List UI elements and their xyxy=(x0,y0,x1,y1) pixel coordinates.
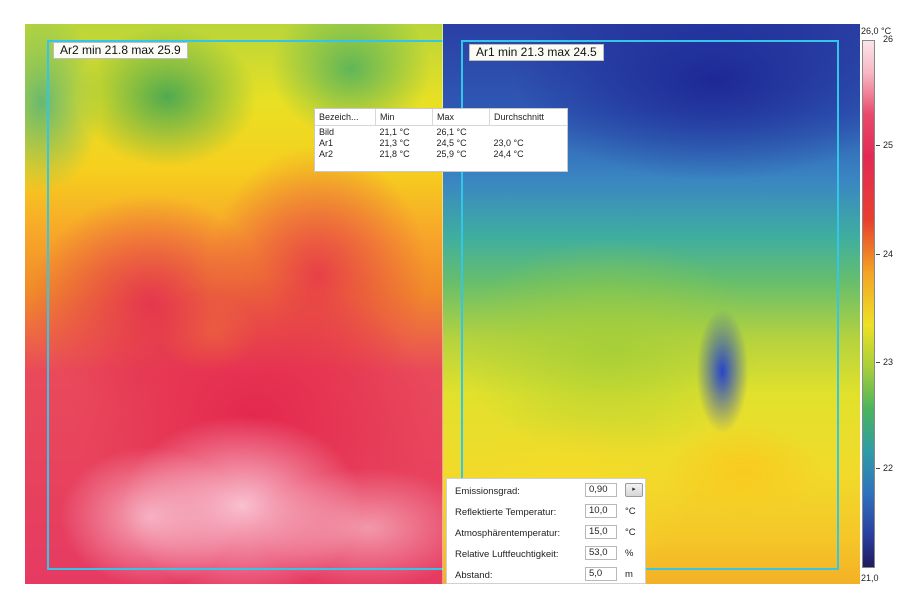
table-row[interactable]: Ar2 21,8 °C 25,9 °C 24,4 °C xyxy=(315,148,567,159)
scale-min-label: 21,0 xyxy=(861,573,879,583)
atmospheric-temperature-input[interactable]: 15,0 xyxy=(585,525,617,539)
table-row[interactable]: Bild 21,1 °C 26,1 °C xyxy=(315,126,567,138)
cell-min: 21,8 °C xyxy=(379,148,410,159)
scale-tick-label: 24 xyxy=(883,249,894,259)
reflected-temperature-input[interactable]: 10,0 xyxy=(585,504,617,518)
column-header-max[interactable]: Max xyxy=(432,109,490,126)
image-divider xyxy=(442,24,443,584)
ar1-label: Ar1 min 21.3 max 24.5 xyxy=(469,44,604,61)
play-arrow-icon[interactable]: ▸ xyxy=(625,483,643,497)
emissivity-input[interactable]: 0,90 xyxy=(585,483,617,497)
param-row-atmospheric-temp: Atmosphärentemperatur: 15,0 °C xyxy=(447,524,647,542)
table-row[interactable]: Ar1 21,3 °C 24,5 °C 23,0 °C xyxy=(315,137,567,148)
param-label: Emissionsgrad: xyxy=(455,486,520,497)
scale-tick-mark xyxy=(876,254,880,255)
statistics-table: Bezeich... Min Max Durchschnitt Bild 21,… xyxy=(314,108,568,172)
cell-max: 24,5 °C xyxy=(436,137,467,148)
scale-tick-label: 25 xyxy=(883,140,894,150)
param-unit: °C xyxy=(625,527,636,538)
param-label: Atmosphärentemperatur: xyxy=(455,528,561,539)
param-unit: °C xyxy=(625,506,636,517)
scale-tick-mark xyxy=(876,468,880,469)
param-row-distance: Abstand: 5,0 m xyxy=(447,566,647,584)
measurement-area-ar2[interactable] xyxy=(47,40,443,570)
param-row-reflected-temp: Reflektierte Temperatur: 10,0 °C xyxy=(447,503,647,521)
scale-tick-top: 26 xyxy=(883,34,894,44)
cell-average xyxy=(490,126,568,138)
param-unit: m xyxy=(625,569,633,580)
temperature-scale-bar[interactable] xyxy=(862,40,875,568)
table-header-row: Bezeich... Min Max Durchschnitt xyxy=(315,109,567,126)
param-label: Relative Luftfeuchtigkeit: xyxy=(455,549,559,560)
distance-input[interactable]: 5,0 xyxy=(585,567,617,581)
column-header-min[interactable]: Min xyxy=(375,109,433,126)
object-parameters-panel: Emissionsgrad: 0,90 ▸ Reflektierte Tempe… xyxy=(446,478,646,584)
cell-min: 21,3 °C xyxy=(379,137,410,148)
scale-tick-label: 23 xyxy=(883,357,894,367)
cell-average: 24,4 °C xyxy=(493,148,524,159)
cell-min: 21,1 °C xyxy=(379,126,410,137)
humidity-input[interactable]: 53,0 xyxy=(585,546,617,560)
scale-tick-mark xyxy=(876,362,880,363)
cell-name: Ar2 xyxy=(319,148,334,159)
param-label: Abstand: xyxy=(455,570,493,581)
param-row-emissivity: Emissionsgrad: 0,90 ▸ xyxy=(447,482,647,500)
ar2-label: Ar2 min 21.8 max 25.9 xyxy=(53,42,188,59)
cell-name: Bild xyxy=(319,126,335,137)
scale-tick-mark xyxy=(876,145,880,146)
cell-max: 26,1 °C xyxy=(436,126,467,137)
column-header-average[interactable]: Durchschnitt xyxy=(489,109,567,126)
param-row-humidity: Relative Luftfeuchtigkeit: 53,0 % xyxy=(447,545,647,563)
measurement-area-ar1[interactable] xyxy=(461,40,839,570)
param-unit: % xyxy=(625,548,634,559)
scale-tick-label: 22 xyxy=(883,463,894,473)
cell-max: 25,9 °C xyxy=(436,148,467,159)
param-label: Reflektierte Temperatur: xyxy=(455,507,557,518)
scale-max-label: 26,0 °C xyxy=(861,26,892,36)
cell-name: Ar1 xyxy=(319,137,334,148)
cell-average: 23,0 °C xyxy=(493,137,524,148)
column-header-name[interactable]: Bezeich... xyxy=(315,109,376,126)
